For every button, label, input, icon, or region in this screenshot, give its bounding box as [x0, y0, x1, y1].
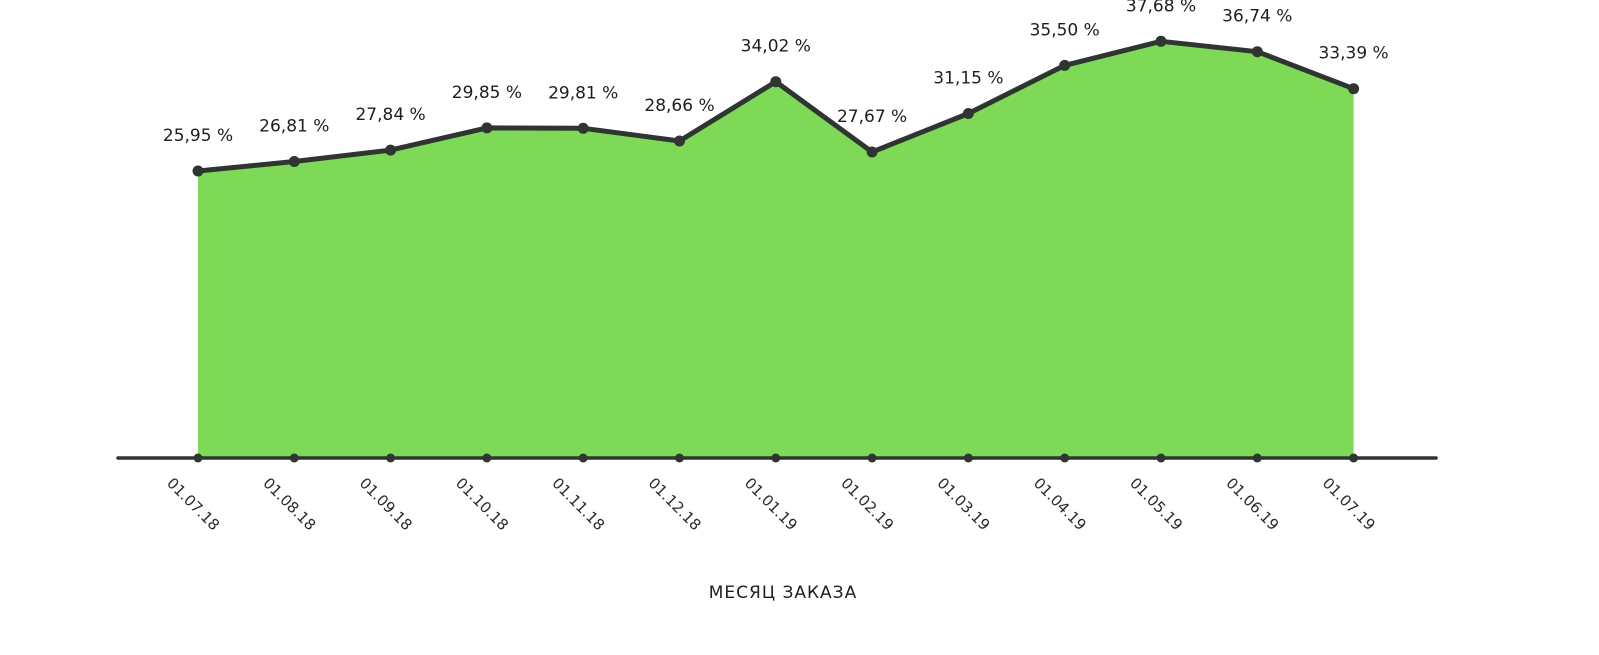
- data-label: 29,85 %: [452, 83, 522, 103]
- x-tick-mark: [482, 453, 492, 463]
- data-point: [192, 165, 204, 177]
- data-label: 31,15 %: [933, 69, 1003, 89]
- x-tick-mark: [1060, 453, 1070, 463]
- x-tick-label: 01.05.19: [1126, 474, 1186, 534]
- data-label: 26,81 %: [259, 117, 329, 137]
- x-tick-label: 01.01.19: [741, 474, 801, 534]
- x-tick-label: 01.07.19: [1319, 474, 1379, 534]
- x-tick-mark: [386, 453, 396, 463]
- x-tick-label: 01.08.18: [259, 474, 319, 534]
- x-tick-label: 01.04.19: [1030, 474, 1090, 534]
- x-tick-label: 01.06.19: [1222, 474, 1282, 534]
- x-tick-mark: [578, 453, 588, 463]
- data-label: 27,84 %: [355, 105, 425, 125]
- data-label: 27,67 %: [837, 107, 907, 127]
- area-layer: [198, 41, 1354, 459]
- x-tick-mark: [1252, 453, 1262, 463]
- data-point: [481, 122, 493, 134]
- x-tick-label: 01.10.18: [452, 474, 512, 534]
- data-point: [1348, 83, 1360, 95]
- data-label: 36,74 %: [1222, 7, 1292, 27]
- data-point: [674, 135, 685, 147]
- data-label: 28,66 %: [644, 96, 714, 116]
- x-axis-title: МЕСЯЦ ЗАКАЗА: [709, 583, 857, 603]
- data-point: [1059, 59, 1071, 71]
- data-point: [577, 122, 589, 134]
- x-tick-label: 01.09.18: [356, 474, 416, 534]
- points-layer: [192, 35, 1360, 177]
- x-tick-label: 01.11.18: [548, 474, 608, 534]
- x-tick-mark: [963, 453, 973, 463]
- x-tick-label: 01.12.18: [645, 474, 705, 534]
- labels-layer: 25,95 % 26,81 % 27,84 % 29,85 % 29,81 % 28,66…: [163, 0, 1389, 146]
- data-point: [1251, 46, 1263, 58]
- data-point: [770, 76, 782, 88]
- data-point: [288, 156, 300, 167]
- data-label: 29,81 %: [548, 83, 618, 103]
- data-point: [385, 144, 397, 156]
- ticks-layer: 01.07.18 01.08.18 01.09.18 01.10.18 01.11.18…: [163, 474, 1379, 534]
- data-label: 25,95 %: [163, 126, 233, 146]
- data-label: 33,39 %: [1318, 44, 1388, 64]
- x-tick-mark: [1156, 453, 1166, 463]
- axis-layer: [116, 453, 1438, 463]
- data-point: [866, 146, 878, 158]
- x-tick-mark: [675, 453, 684, 463]
- data-point: [1155, 35, 1167, 47]
- x-tick-mark: [193, 453, 203, 463]
- x-tick-label: 01.03.19: [934, 474, 994, 534]
- x-tick-mark: [867, 453, 877, 463]
- data-label: 37,68 %: [1126, 0, 1196, 16]
- x-tick-mark: [1349, 453, 1359, 463]
- data-label: 34,02 %: [741, 37, 811, 57]
- data-label: 35,50 %: [1030, 20, 1100, 40]
- x-tick-mark: [289, 453, 299, 463]
- data-point: [962, 108, 974, 119]
- area-fill: [198, 41, 1354, 459]
- x-tick-label: 01.02.19: [837, 474, 897, 534]
- x-tick-label: 01.07.18: [163, 474, 223, 534]
- x-tick-mark: [771, 453, 781, 463]
